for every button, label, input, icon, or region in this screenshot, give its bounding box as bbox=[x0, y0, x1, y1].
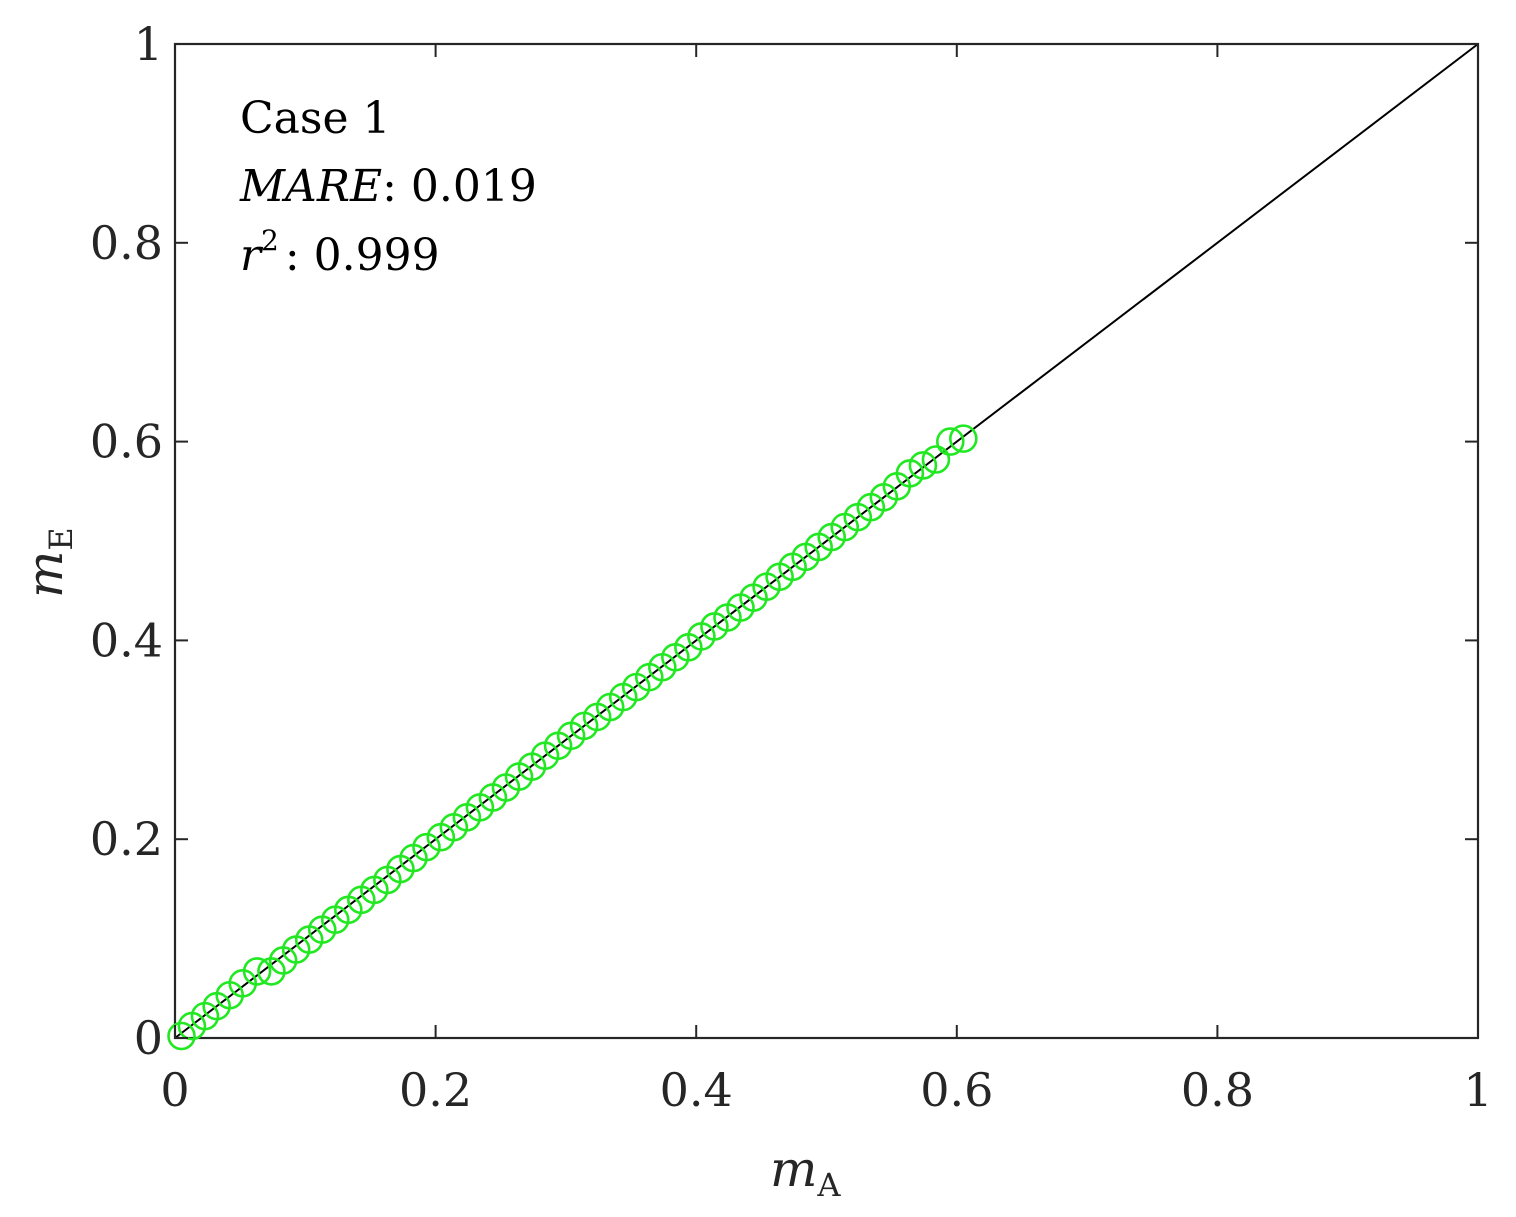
mare-name: MARE bbox=[239, 161, 382, 212]
mare-value: : 0.019 bbox=[382, 161, 537, 212]
axis-ticks bbox=[174, 43, 1479, 1039]
r2-name: r bbox=[240, 230, 264, 281]
x-tick-label: 0.4 bbox=[660, 1063, 733, 1117]
r2-value: : 0.999 bbox=[285, 230, 440, 281]
y-axis-label-subscript: E bbox=[42, 527, 80, 550]
data-point bbox=[921, 445, 951, 474]
x-tick-label: 0 bbox=[160, 1063, 189, 1117]
y-tick-label: 0.2 bbox=[90, 812, 163, 866]
y-tick-label: 0.6 bbox=[90, 415, 163, 469]
x-axis-label-subscript: A bbox=[816, 1166, 841, 1204]
mare-annotation: MARE: 0.019 bbox=[239, 161, 537, 212]
data-point bbox=[935, 427, 965, 456]
x-axis-label: mA bbox=[770, 1140, 841, 1204]
y-tick-label: 0 bbox=[134, 1011, 163, 1065]
data-point bbox=[412, 832, 441, 862]
x-axis-label-base: m bbox=[770, 1140, 817, 1198]
x-tick-label: 0.6 bbox=[920, 1063, 993, 1117]
data-points bbox=[167, 424, 978, 1051]
tick-labels: 0 0.2 0.4 0.6 0.8 1 0 0.2 0.4 0.6 0.8 1 bbox=[90, 17, 1493, 1117]
y-tick-label: 1 bbox=[134, 17, 163, 71]
data-point bbox=[167, 1021, 196, 1051]
y-tick-label: 0.8 bbox=[90, 216, 163, 270]
stats-annotation: Case 1 MARE: 0.019 r2: 0.999 bbox=[239, 93, 537, 281]
identity-reference-line bbox=[174, 43, 1479, 1039]
x-tick-label: 1 bbox=[1463, 1063, 1492, 1117]
data-point bbox=[908, 451, 938, 480]
r2-superscript: 2 bbox=[261, 224, 279, 257]
x-tick-label: 0.2 bbox=[399, 1063, 472, 1117]
y-tick-label: 0.4 bbox=[90, 613, 163, 667]
x-tick-label: 0.8 bbox=[1181, 1063, 1254, 1117]
r2-annotation: r2: 0.999 bbox=[240, 224, 440, 281]
plot-area bbox=[167, 42, 1480, 1051]
data-point bbox=[949, 424, 978, 453]
case-label: Case 1 bbox=[240, 93, 391, 144]
y-axis-label-base: m bbox=[16, 551, 74, 598]
y-axis-label: mE bbox=[16, 527, 80, 598]
data-point bbox=[242, 957, 272, 986]
